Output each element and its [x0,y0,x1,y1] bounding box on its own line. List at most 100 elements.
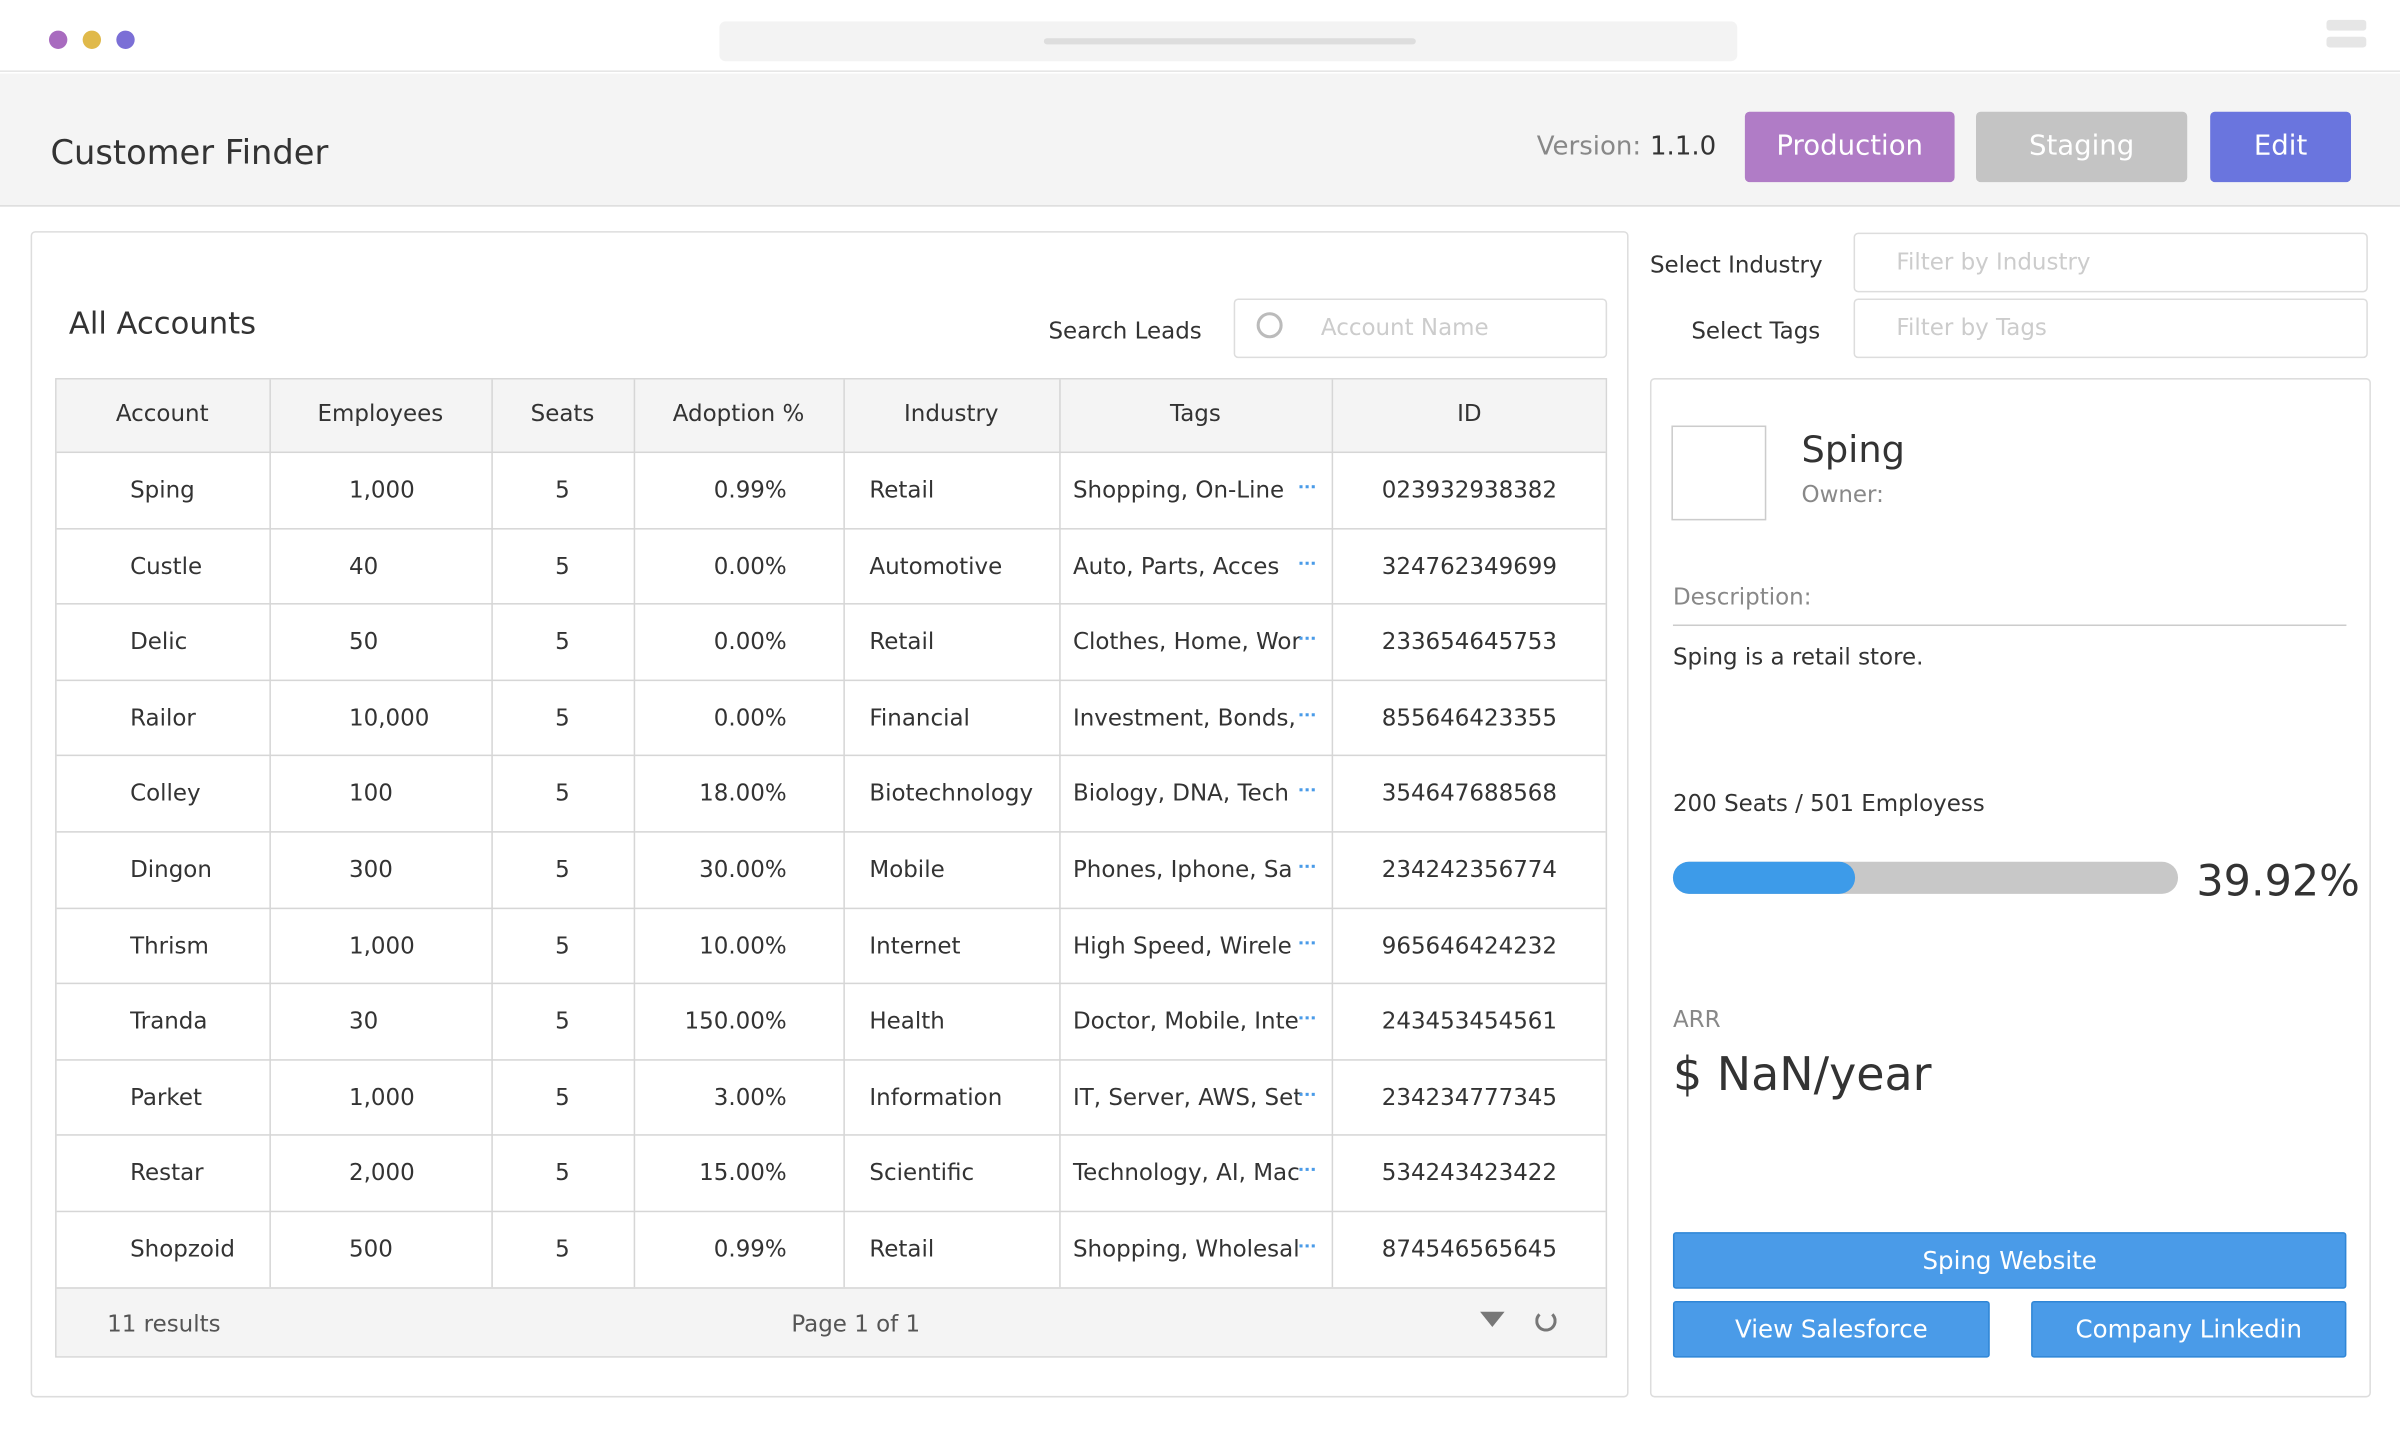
column-header: Tags [1169,399,1221,428]
table-cell: 3.00% [713,1083,787,1111]
accounts-title: All Accounts [68,304,257,342]
arr-value: $ NaN/year [1672,1048,1932,1103]
results-count: 11 results [107,1310,221,1338]
table-cell: 0.99% [713,476,787,504]
table-cell: 233654645753 [1381,627,1558,656]
table-cell: Tranda [130,1007,208,1035]
description-label: Description: [1672,583,1812,611]
table-cell: Retail [869,476,935,504]
column-header: Industry [904,399,999,428]
table-row[interactable] [56,831,1606,907]
table-row[interactable] [56,603,1606,679]
more-icon [1299,485,1315,489]
table-cell: 5 [555,1235,570,1263]
page-title: Customer Finder [50,134,329,173]
link-button[interactable]: Sping Website [1672,1232,2347,1289]
header-button[interactable]: Staging [1976,111,2188,183]
link-button[interactable]: View Salesforce [1672,1301,1990,1358]
table-cell: 324762349699 [1381,551,1558,580]
table-cell: Retail [869,1235,935,1263]
table-row[interactable] [56,1058,1606,1135]
table-footer [56,1287,1606,1357]
table-row[interactable] [56,679,1606,755]
button-label: Company Linkedin [2075,1314,2302,1344]
table-cell: 5 [555,931,570,960]
table-cell: Delic [130,627,188,656]
detail-card [1649,378,2371,1398]
table-cell: 100 [348,779,393,808]
description: Sping is a retail store. [1672,642,1924,671]
table-cell: 234234777345 [1381,1083,1558,1111]
column-header: Seats [530,399,595,428]
header-button[interactable]: Production [1744,111,1955,183]
table-cell: Health [869,1007,945,1035]
table-cell: Sping [130,476,195,504]
link-button[interactable]: Company Linkedin [2031,1301,2347,1358]
table-cell: 150.00% [684,1007,787,1035]
button-label: Production [1776,130,1924,163]
table-cell: 0.00% [713,551,787,580]
table-cell: 15.00% [699,1159,787,1187]
table-row[interactable] [56,451,1606,528]
table-cell: 965646424232 [1381,931,1558,960]
table-cell: 0.00% [713,627,787,656]
version: 1.1.0 [1649,131,1717,163]
table-cell: 30 [348,1007,379,1035]
more-icon [1299,561,1315,565]
table-cell: Restar [130,1159,204,1187]
table-cell: 500 [348,1235,393,1263]
address-line [1043,38,1416,45]
table-row[interactable] [56,1134,1606,1211]
column-header: Employees [317,399,444,428]
seats-text: 200 Seats / 501 Employess [1672,789,1985,818]
table-cell: Railor [130,703,196,732]
table-cell: 534243423422 [1381,1159,1558,1187]
search-input[interactable]: Account Name [1233,298,1608,359]
adoption-value: 39.92% [2196,855,2360,907]
filter-input[interactable]: Filter by Industry [1853,232,2368,293]
table-cell: Custle [130,551,203,580]
table-cell: Mobile [869,855,945,884]
logo-placeholder [1671,425,1767,521]
more-icon [1299,788,1315,792]
table-cell: 300 [348,855,393,884]
table-row[interactable] [56,527,1606,603]
table-cell: Phones, Iphone, Sa [1072,855,1293,884]
tags-label: Select Tags [1691,316,1821,345]
table-cell: 5 [555,551,570,580]
table-cell: Shopzoid [130,1235,235,1263]
table-row[interactable] [56,755,1606,831]
column-header: Account [115,399,209,428]
more-icon [1299,864,1315,868]
menu-icon [2326,36,2367,48]
button-label: Sping Website [1922,1245,2097,1275]
table-cell: 0.00% [713,703,787,732]
table-row[interactable] [56,907,1606,983]
table-cell: 855646423355 [1381,703,1558,732]
more-icon [1299,1244,1315,1248]
button-label: Staging [2028,130,2135,163]
table-cell: High Speed, Wirele [1072,931,1292,960]
column-divider [843,379,845,1288]
more-icon [1299,940,1315,944]
table-cell: 5 [555,1083,570,1111]
table-cell: 10,000 [348,703,430,732]
table-cell: 1,000 [348,476,415,504]
table-row[interactable] [56,982,1606,1059]
filter-input[interactable]: Filter by Tags [1853,298,2368,359]
column-divider [1331,379,1334,1288]
table-cell: 2,000 [348,1159,415,1187]
header-button[interactable]: Edit [2210,111,2352,183]
table-cell: 5 [555,1007,570,1035]
divider [1672,624,2347,627]
filter-icon[interactable] [1480,1311,1505,1328]
filter-placeholder: Filter by Tags [1896,313,2047,342]
refresh-icon[interactable] [1535,1310,1557,1332]
progress-fill [1672,861,1856,894]
table-cell: 023932938382 [1381,476,1558,504]
table-row[interactable] [56,1210,1606,1287]
table-cell: 5 [555,855,570,884]
table-cell: Investment, Bonds, [1072,703,1296,732]
more-icon [1299,1092,1315,1096]
table-cell: Colley [130,779,201,808]
